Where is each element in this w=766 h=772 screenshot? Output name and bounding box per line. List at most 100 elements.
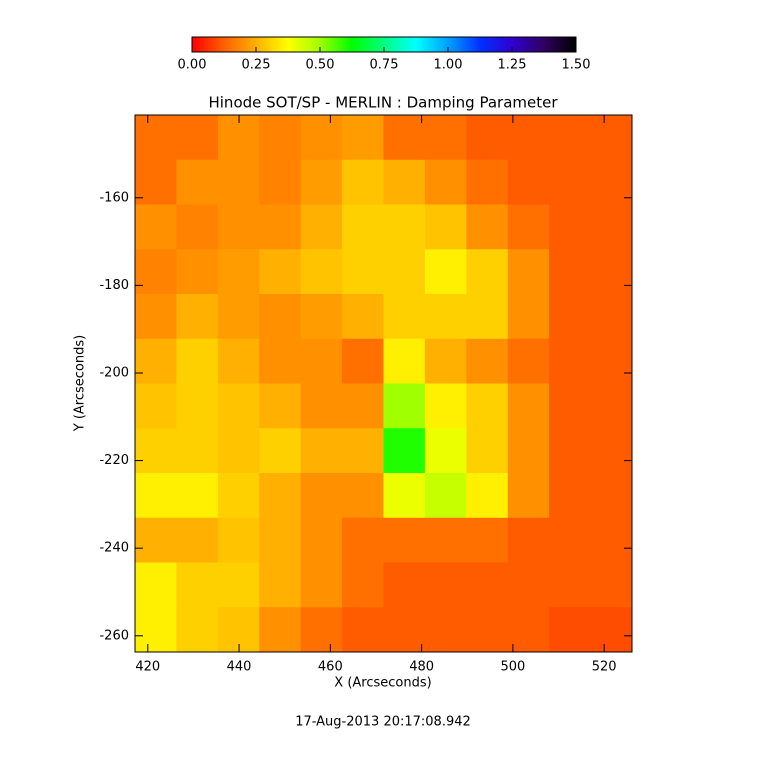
heatmap-cell bbox=[342, 383, 384, 429]
y-tick-label: -220 bbox=[99, 453, 129, 468]
heatmap-cell bbox=[549, 294, 592, 340]
heatmap-cell bbox=[466, 562, 509, 608]
heatmap-cell bbox=[217, 562, 260, 608]
heatmap-cell bbox=[466, 159, 509, 205]
heatmap-cell bbox=[342, 517, 384, 563]
heatmap-cell bbox=[300, 249, 343, 295]
y-axis-label: Y (Arcseconds) bbox=[73, 335, 88, 432]
heatmap-cell bbox=[135, 607, 177, 653]
heatmap-cell bbox=[507, 249, 550, 295]
heatmap-cell bbox=[590, 607, 633, 653]
heatmap-cell bbox=[135, 383, 177, 429]
heatmap-cell bbox=[507, 159, 550, 205]
heatmap-cell bbox=[259, 607, 302, 653]
y-tick-label: -160 bbox=[99, 190, 129, 205]
heatmap-cell bbox=[176, 115, 219, 161]
heatmap-cell bbox=[135, 428, 177, 474]
y-tick-label: -200 bbox=[99, 365, 129, 380]
heatmap-cell bbox=[383, 159, 426, 205]
heatmap-cell bbox=[300, 473, 343, 519]
heatmap-cell bbox=[259, 383, 302, 429]
heatmap-cell bbox=[259, 115, 302, 161]
heatmap-cell bbox=[383, 473, 426, 519]
y-tick-label: -180 bbox=[99, 278, 129, 293]
heatmap-cell bbox=[383, 517, 426, 563]
heatmap-cell bbox=[549, 562, 592, 608]
heatmap-cell bbox=[590, 473, 633, 519]
heatmap-cell bbox=[217, 383, 260, 429]
colorbar-tick-label: 1.50 bbox=[562, 58, 591, 73]
heatmap-cell bbox=[259, 338, 302, 384]
heatmap-cell bbox=[424, 249, 467, 295]
heatmap-cell bbox=[549, 473, 592, 519]
heatmap-cell bbox=[507, 115, 550, 161]
heatmap-cell bbox=[135, 562, 177, 608]
heatmap-cell bbox=[135, 473, 177, 519]
heatmap-cell bbox=[424, 115, 467, 161]
heatmap-cell bbox=[549, 115, 592, 161]
heatmap-cell bbox=[176, 517, 219, 563]
heatmap-cell bbox=[424, 473, 467, 519]
heatmap-cell bbox=[590, 383, 633, 429]
heatmap-cell bbox=[176, 473, 219, 519]
x-axis-label: X (Arcseconds) bbox=[334, 676, 431, 691]
heatmap-cell bbox=[176, 562, 219, 608]
heatmap-cell bbox=[135, 338, 177, 384]
heatmap-cell bbox=[466, 473, 509, 519]
heatmap-cell bbox=[342, 562, 384, 608]
heatmap-cell bbox=[466, 294, 509, 340]
colorbar-tick-label: 0.75 bbox=[370, 58, 399, 73]
heatmap-cell bbox=[507, 204, 550, 250]
heatmap-cell bbox=[549, 383, 592, 429]
heatmap-cell bbox=[507, 428, 550, 474]
heatmap-cell bbox=[383, 249, 426, 295]
x-tick-label: 520 bbox=[592, 660, 617, 675]
heatmap-cell bbox=[549, 607, 592, 653]
heatmap-cell bbox=[466, 383, 509, 429]
x-tick-label: 460 bbox=[318, 660, 343, 675]
heatmap-cell bbox=[176, 383, 219, 429]
heatmap-cell bbox=[507, 562, 550, 608]
heatmap-cell bbox=[259, 204, 302, 250]
heatmap-cell bbox=[590, 562, 633, 608]
x-tick-label: 500 bbox=[500, 660, 525, 675]
heatmap-cell bbox=[135, 517, 177, 563]
heatmap-cell bbox=[466, 607, 509, 653]
heatmap-cell bbox=[466, 517, 509, 563]
heatmap-cell bbox=[342, 338, 384, 384]
heatmap-cell bbox=[507, 383, 550, 429]
heatmap-cell bbox=[176, 249, 219, 295]
heatmap-cell bbox=[217, 338, 260, 384]
heatmap-cell bbox=[424, 383, 467, 429]
heatmap-cell bbox=[383, 383, 426, 429]
heatmap-cell bbox=[300, 607, 343, 653]
x-tick-label: 420 bbox=[135, 660, 160, 675]
heatmap-cell bbox=[300, 115, 343, 161]
heatmap-cell bbox=[259, 159, 302, 205]
heatmap-cell bbox=[466, 115, 509, 161]
heatmap-cell bbox=[217, 249, 260, 295]
heatmap-cell bbox=[217, 517, 260, 563]
heatmap-cell bbox=[383, 562, 426, 608]
heatmap-cell bbox=[549, 517, 592, 563]
heatmap-cell bbox=[549, 249, 592, 295]
heatmap-cell bbox=[342, 294, 384, 340]
heatmap-cell bbox=[590, 428, 633, 474]
heatmap-cell bbox=[466, 204, 509, 250]
heatmap-cell bbox=[259, 249, 302, 295]
heatmap-cell bbox=[424, 294, 467, 340]
plot-frame bbox=[134, 114, 633, 653]
heatmap-cell bbox=[176, 294, 219, 340]
heatmap-cell bbox=[217, 294, 260, 340]
heatmap-cell bbox=[300, 428, 343, 474]
heatmap-cell bbox=[176, 607, 219, 653]
heatmap-cell bbox=[466, 338, 509, 384]
heatmap-cell bbox=[176, 428, 219, 474]
heatmap-cell bbox=[507, 473, 550, 519]
heatmap-cell bbox=[549, 338, 592, 384]
colorbar-tick-label: 1.00 bbox=[434, 58, 463, 73]
heatmap-cell bbox=[259, 473, 302, 519]
colorbar-tick-label: 0.25 bbox=[242, 58, 271, 73]
heatmap-cell bbox=[135, 294, 177, 340]
